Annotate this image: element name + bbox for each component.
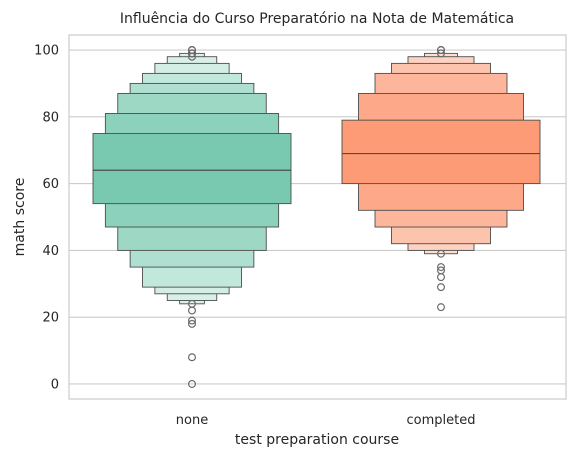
outlier-completed-3 [437,266,446,275]
y-axis-label: math score [12,178,28,257]
outlier-none-2 [188,319,197,328]
box-none-level-1 [92,133,292,205]
y-tick-labels: 0 20 40 60 80 100 [34,44,59,393]
y-tick-label-0: 0 [51,377,59,392]
outlier-completed-5 [437,249,446,258]
outlier-none-1 [188,353,197,362]
outlier-completed-2 [437,273,446,282]
outlier-none-3 [188,316,197,325]
outlier-completed-0 [437,303,446,312]
outlier-completed-8 [437,46,446,55]
x-axis-label: test preparation course [235,432,399,448]
plot-area-frame [68,34,567,400]
outlier-none-0 [188,379,197,388]
y-tick-label-60: 60 [42,177,59,192]
outlier-none-8 [188,49,197,58]
outlier-completed-6 [437,49,446,58]
outlier-none-10 [188,46,197,55]
x-tick-label-none: none [176,413,208,428]
y-tick-label-100: 100 [34,44,59,59]
outlier-points [188,46,446,388]
box-completed-level-1 [341,119,541,185]
chart-title: Influência do Curso Preparatório na Nota… [120,11,514,27]
boxen-boxes [92,52,541,305]
y-tick-label-40: 40 [42,244,59,259]
outlier-completed-1 [437,283,446,292]
outlier-none-5 [188,299,197,308]
y-tick-label-20: 20 [42,311,59,326]
x-tick-label-completed: completed [407,413,476,428]
outlier-none-4 [188,306,197,315]
y-tick-label-80: 80 [42,110,59,125]
outlier-completed-4 [437,263,446,272]
x-tick-labels: none completed [176,413,476,428]
